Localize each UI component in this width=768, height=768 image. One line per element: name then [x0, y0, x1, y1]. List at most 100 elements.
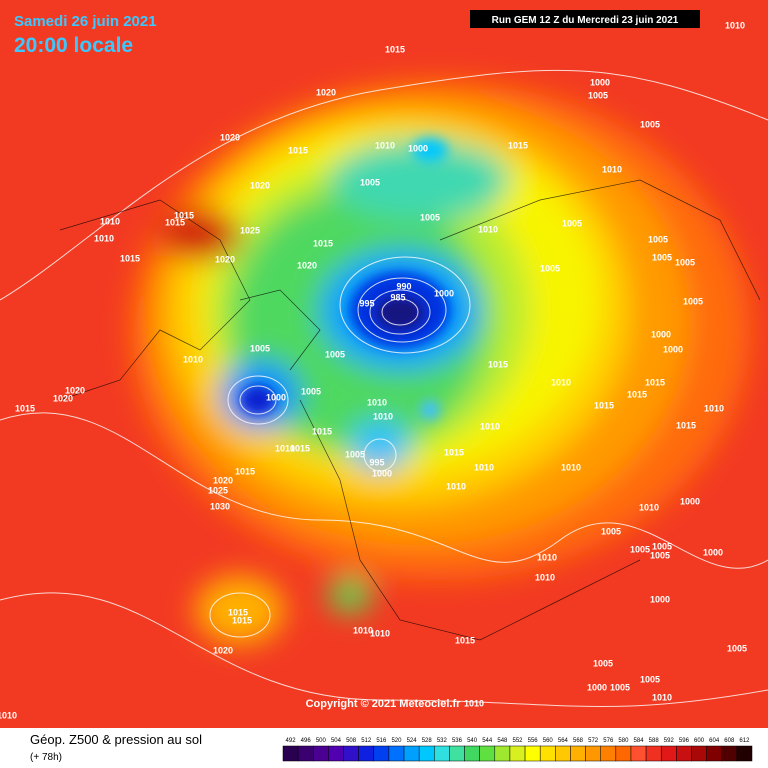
scale-label: 508 — [346, 738, 357, 744]
scale-label: 584 — [634, 738, 645, 744]
pressure-label: 1005 — [648, 234, 668, 244]
scale-swatch — [403, 745, 420, 762]
scale-swatch — [600, 745, 617, 762]
pressure-label: 1000 — [587, 682, 607, 692]
scale-swatch — [434, 745, 450, 762]
pressure-label: 1015 — [312, 426, 332, 436]
copyright: Copyright © 2021 Meteociel.fr — [306, 698, 462, 710]
pressure-label: 1005 — [601, 526, 621, 536]
scale-swatch — [691, 745, 707, 762]
scale-label: 504 — [331, 738, 342, 744]
pressure-label: 1020 — [213, 645, 233, 655]
pressure-label: 995 — [359, 298, 374, 308]
pressure-label: 1010 — [100, 216, 120, 226]
pressure-label: 1010 — [639, 502, 659, 512]
pressure-label: 1010 — [602, 164, 622, 174]
pressure-label: 1015 — [15, 403, 35, 413]
pressure-label: 1020 — [297, 260, 317, 270]
pressure-label: 985 — [390, 292, 405, 302]
pressure-label: 1005 — [610, 682, 630, 692]
pressure-label: 1005 — [360, 177, 380, 187]
low-cores — [240, 138, 450, 420]
pressure-label: 1000 — [266, 392, 286, 402]
pressure-label: 1020 — [316, 87, 336, 97]
footer-title: Géop. Z500 & pression au sol — [30, 732, 202, 747]
pressure-label: 1005 — [420, 212, 440, 222]
local-time: 20:00 locale — [14, 34, 133, 57]
scale-label: 588 — [649, 738, 660, 744]
scale-label: 572 — [588, 738, 599, 744]
pressure-label: 1030 — [210, 501, 230, 511]
scale-swatch — [615, 745, 632, 762]
pressure-label: 1005 — [345, 449, 365, 459]
scale-swatch — [328, 745, 344, 762]
scale-label: 556 — [528, 738, 539, 744]
pressure-label: 1010 — [367, 397, 387, 407]
pressure-label: 1005 — [675, 257, 695, 267]
pressure-label: 1005 — [640, 674, 660, 684]
pressure-label: 1010 — [652, 692, 672, 702]
scale-swatch — [645, 745, 662, 762]
pressure-label: 1020 — [213, 475, 233, 485]
scale-swatch — [343, 745, 359, 762]
pressure-label: 1005 — [301, 386, 321, 396]
pressure-label: 1015 — [676, 420, 696, 430]
pressure-label: 1020 — [250, 180, 270, 190]
pressure-label: 1015 — [385, 44, 405, 54]
pressure-label: 1020 — [215, 254, 235, 264]
scale-swatch — [660, 745, 677, 762]
pressure-label: 1015 — [235, 466, 255, 476]
scale-label: 496 — [301, 738, 312, 744]
scale-label: 564 — [558, 738, 569, 744]
scale-swatch — [464, 745, 480, 762]
scale-label: 576 — [603, 738, 614, 744]
pressure-label: 1020 — [65, 385, 85, 395]
pressure-label: 1005 — [640, 119, 660, 129]
pressure-label: 1025 — [208, 485, 228, 495]
coastlines — [59, 179, 761, 641]
pressure-label: 1010 — [561, 462, 581, 472]
pressure-label: 1010 — [704, 403, 724, 413]
pressure-label: 1015 — [232, 615, 252, 625]
pressure-label: 1000 — [663, 344, 683, 354]
scale-swatch — [524, 745, 541, 762]
forecast-lead: (+ 78h) — [30, 752, 62, 763]
pressure-label: 1020 — [53, 393, 73, 403]
scale-label: 528 — [422, 738, 433, 744]
pressure-label: 1010 — [464, 698, 484, 708]
scale-label: 536 — [452, 738, 463, 744]
pressure-label: 1010 — [478, 224, 498, 234]
pressure-label: 1005 — [593, 658, 613, 668]
scale-label: 600 — [694, 738, 705, 744]
pressure-label: 1015 — [288, 145, 308, 155]
pressure-label: 1015 — [165, 217, 185, 227]
scale-swatch — [555, 745, 571, 762]
scale-label: 552 — [512, 738, 523, 744]
pressure-label: 1010 — [183, 354, 203, 364]
color-scale: 492 496 500 504 508 512 516 520 524 528 532 536 540 5… — [282, 738, 753, 762]
pressure-label: 1010 — [446, 481, 466, 491]
scale-swatch — [373, 745, 390, 762]
scale-label: 608 — [724, 738, 735, 744]
pressure-label: 1015 — [313, 238, 333, 248]
scale-swatch — [585, 745, 601, 762]
pressure-label: 1015 — [228, 607, 248, 617]
scale-label: 548 — [497, 738, 508, 744]
pressure-label: 1010 — [725, 20, 745, 30]
pressure-label: 1015 — [645, 377, 665, 387]
scale-label: 580 — [618, 738, 629, 744]
pressure-label: 1010 — [0, 710, 17, 720]
pressure-label: 1010 — [551, 377, 571, 387]
scale-swatch — [449, 745, 465, 762]
pressure-label: 1010 — [480, 421, 500, 431]
scale-swatch — [509, 745, 526, 762]
scale-label: 592 — [664, 738, 675, 744]
pressure-label: 1015 — [174, 210, 194, 220]
pressure-label: 1010 — [375, 140, 395, 150]
scale-swatch — [676, 745, 692, 762]
pressure-label: 1005 — [727, 643, 747, 653]
pressure-label: 1015 — [594, 400, 614, 410]
pressure-label: 1000 — [408, 143, 428, 153]
